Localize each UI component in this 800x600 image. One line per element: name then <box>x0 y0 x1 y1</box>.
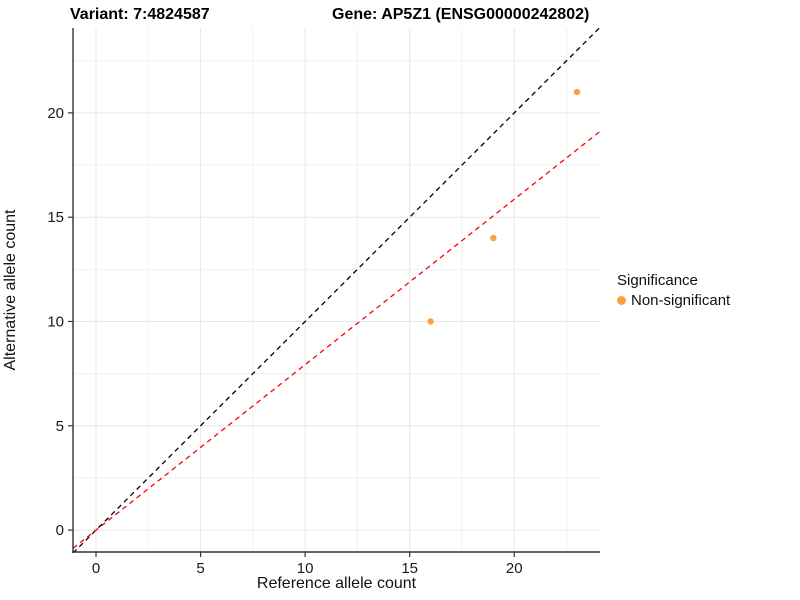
x-tick-label: 0 <box>92 560 100 577</box>
legend-title: Significance <box>617 272 698 289</box>
y-tick-label: 5 <box>56 418 64 435</box>
legend-item-non-significant: Non-significant <box>617 292 730 309</box>
x-tick-label: 10 <box>297 560 314 577</box>
y-tick-label: 0 <box>56 522 64 539</box>
x-tick-label: 15 <box>401 560 418 577</box>
x-axis-label: Reference allele count <box>256 575 417 592</box>
data-point <box>490 234 497 242</box>
y-tick-label: 15 <box>47 209 64 226</box>
legend-item-label: Non-significant <box>631 292 731 309</box>
x-tick-label: 20 <box>506 560 523 577</box>
fit-line <box>73 130 600 549</box>
data-point <box>573 88 581 96</box>
identity-line <box>73 28 600 552</box>
gene-title: Gene: AP5Z1 (ENSG00000242802) <box>332 6 590 23</box>
legend: Significance Non-significant <box>617 272 730 309</box>
data-point <box>427 318 434 325</box>
x-tick-label: 5 <box>196 560 204 577</box>
y-tick-label: 10 <box>47 313 64 330</box>
y-tick-label: 20 <box>47 105 64 122</box>
legend-point-icon <box>617 296 626 305</box>
y-axis-label: Alternative allele count <box>2 209 19 371</box>
variant-title: Variant: 7:4824587 <box>70 6 210 23</box>
